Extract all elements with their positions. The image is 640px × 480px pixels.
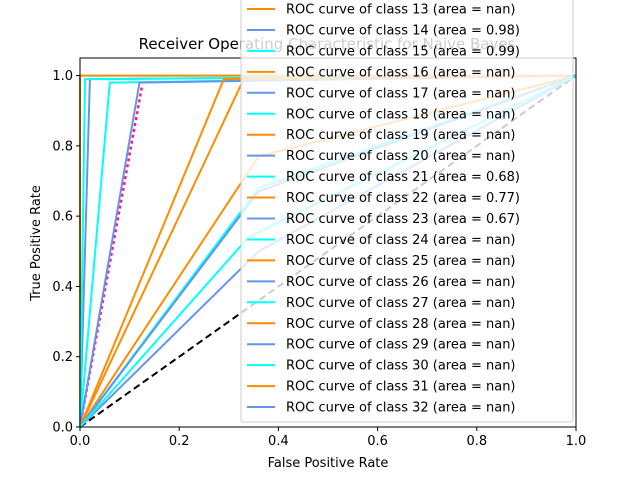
- legend-label: ROC curve of class 28 (area = nan): [286, 317, 516, 332]
- legend-box: [240, 0, 574, 423]
- y-axis: 0.0 0.2 0.4 0.6 0.8 1.0: [52, 69, 80, 436]
- legend-label: ROC curve of class 22 (area = 0.77): [286, 191, 520, 206]
- legend: ROC curve of class 13 (area = nan) ROC cu…: [240, 0, 574, 423]
- x-axis-label: False Positive Rate: [268, 456, 389, 471]
- x-tick-label: 0.4: [268, 434, 289, 449]
- legend-label: ROC curve of class 23 (area = 0.67): [286, 212, 520, 227]
- y-tick-label: 0.2: [52, 350, 73, 365]
- legend-label: ROC curve of class 32 (area = nan): [286, 401, 516, 416]
- legend-label: ROC curve of class 26 (area = nan): [286, 275, 516, 290]
- legend-label: ROC curve of class 14 (area = 0.98): [286, 23, 520, 38]
- legend-label: ROC curve of class 30 (area = nan): [286, 359, 516, 374]
- x-axis: 0.0 0.2 0.4 0.6 0.8 1.0: [70, 427, 587, 449]
- x-tick-label: 0.6: [367, 434, 388, 449]
- x-tick-label: 0.8: [466, 434, 487, 449]
- series-line-1: [78, 85, 144, 428]
- x-tick-label: 1.0: [566, 434, 587, 449]
- legend-label: ROC curve of class 17 (area = nan): [286, 86, 516, 101]
- legend-label: ROC curve of class 24 (area = nan): [286, 233, 516, 248]
- y-tick-label: 0.8: [52, 139, 73, 154]
- y-tick-label: 0.4: [52, 280, 73, 295]
- legend-label: ROC curve of class 29 (area = nan): [286, 338, 516, 353]
- legend-label: ROC curve of class 31 (area = nan): [286, 380, 516, 395]
- y-tick-label: 0.6: [52, 210, 73, 225]
- y-tick-label: 0.0: [52, 421, 73, 436]
- legend-label: ROC curve of class 16 (area = nan): [286, 65, 516, 80]
- legend-label: ROC curve of class 19 (area = nan): [286, 128, 516, 143]
- y-tick-label: 1.0: [52, 69, 73, 84]
- y-axis-label: True Positive Rate: [29, 185, 44, 302]
- x-tick-label: 0.0: [70, 434, 91, 449]
- x-tick-label: 0.2: [169, 434, 190, 449]
- legend-label: ROC curve of class 13 (area = nan): [286, 3, 516, 18]
- legend-label: ROC curve of class 20 (area = nan): [286, 149, 516, 164]
- legend-label: ROC curve of class 27 (area = nan): [286, 296, 516, 311]
- legend-label: ROC curve of class 25 (area = nan): [286, 254, 516, 269]
- legend-label: ROC curve of class 18 (area = nan): [286, 107, 516, 122]
- legend-label: ROC curve of class 15 (area = 0.99): [286, 44, 520, 59]
- legend-label: ROC curve of class 21 (area = 0.68): [286, 170, 520, 185]
